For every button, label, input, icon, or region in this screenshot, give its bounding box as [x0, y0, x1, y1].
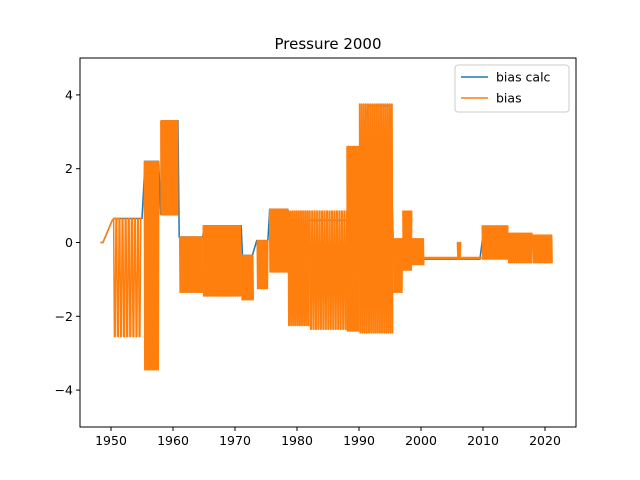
bias-oscillation-band [178, 236, 204, 294]
bias-oscillation-band [392, 238, 404, 294]
bias-oscillation-band [287, 210, 311, 327]
x-tick-label: 2020 [529, 433, 561, 448]
bias-oscillation-band [256, 239, 269, 290]
legend-label-bias: bias [496, 91, 522, 106]
x-tick-label: 2010 [467, 433, 499, 448]
bias-oscillation-band [346, 145, 360, 332]
legend-label-bias-calc: bias calc [496, 70, 551, 85]
bias-oscillation-band [112, 217, 142, 338]
bias-oscillation-band [143, 160, 160, 371]
bias-oscillation-band [358, 103, 394, 334]
x-tick-label: 1950 [95, 433, 127, 448]
x-tick-label: 1990 [343, 433, 375, 448]
bias-oscillation-band [532, 234, 553, 264]
series-bias [100, 103, 553, 371]
x-tick-label: 1970 [219, 433, 251, 448]
bias-oscillation-band [240, 254, 255, 301]
x-axis: 1950 1960 1970 1980 1990 2000 2010 2020 [95, 427, 561, 448]
y-axis: −4 −2 0 2 4 [55, 87, 80, 398]
bias-oscillation-band [268, 208, 289, 273]
bias-oscillation-band [507, 232, 533, 264]
bias-oscillation-band [456, 241, 462, 260]
bias-oscillation-band [411, 238, 425, 266]
chart-title: Pressure 2000 [275, 35, 382, 53]
bias-oscillation-band [309, 210, 348, 330]
y-tick-label: 4 [65, 87, 73, 102]
bias-oscillation-band [481, 225, 509, 260]
bias-oscillation-band [160, 119, 179, 216]
bias-oscillation-band [202, 225, 242, 297]
y-tick-label: −4 [55, 383, 73, 398]
y-tick-label: −2 [55, 309, 73, 324]
y-tick-label: 2 [65, 161, 73, 176]
y-tick-label: 0 [65, 235, 73, 250]
x-tick-label: 1960 [157, 433, 189, 448]
x-tick-label: 1980 [281, 433, 313, 448]
x-tick-label: 2000 [405, 433, 437, 448]
bias-oscillation-band [402, 210, 413, 271]
legend: bias calc bias [454, 64, 570, 113]
